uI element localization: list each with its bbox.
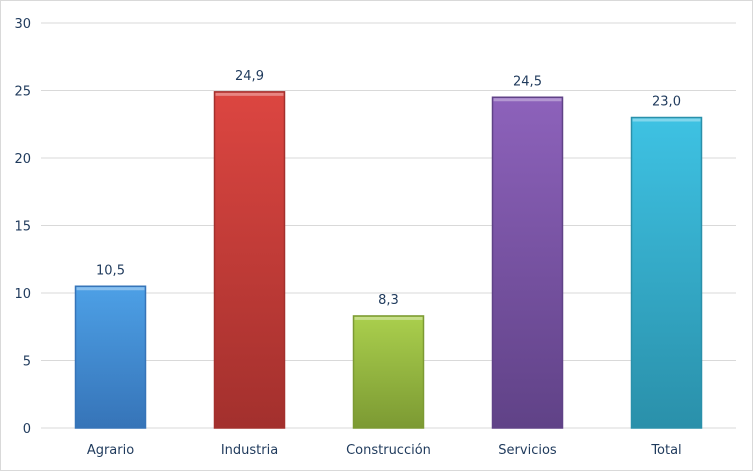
x-tick-label: Servicios [498, 443, 557, 458]
data-label: 24,5 [513, 74, 542, 89]
x-tick-label: Total [650, 443, 681, 458]
y-tick-label: 15 [14, 220, 31, 235]
bar-servicios [491, 96, 564, 429]
bar-highlight [493, 98, 562, 102]
y-tick-label: 5 [23, 355, 31, 370]
bar-highlight [354, 316, 423, 320]
x-tick-label: Agrario [87, 443, 134, 458]
bar-agrario [74, 285, 147, 429]
x-tick-label: Industria [221, 443, 278, 458]
bar-construcción [352, 315, 425, 429]
bar-industria [213, 91, 286, 429]
y-tick-label: 25 [14, 85, 31, 100]
data-label: 8,3 [378, 293, 399, 308]
y-tick-label: 20 [14, 152, 31, 167]
data-label: 24,9 [235, 69, 264, 84]
bar-highlight [215, 92, 284, 96]
y-tick-label: 10 [14, 287, 31, 302]
bar-highlight [76, 287, 145, 291]
data-label: 23,0 [652, 95, 681, 110]
y-tick-label: 30 [14, 17, 31, 32]
bar-highlight [632, 118, 701, 122]
data-label: 10,5 [96, 263, 125, 278]
bar-total [630, 116, 703, 429]
x-tick-label: Construcción [346, 443, 431, 458]
y-tick-label: 0 [23, 422, 31, 437]
